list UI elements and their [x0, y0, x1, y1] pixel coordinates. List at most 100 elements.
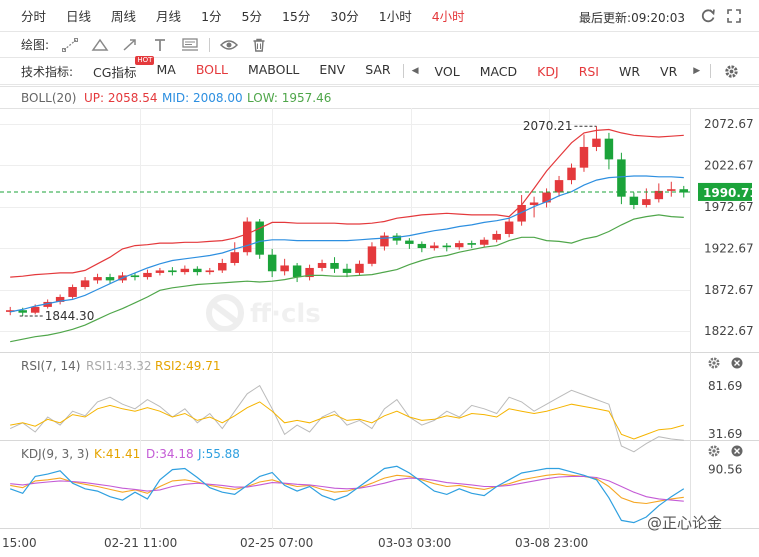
kdj-panel: 90.56	[9, 462, 742, 524]
price-tick-3: 1922.67	[704, 241, 754, 255]
candle-body-26	[330, 262, 339, 269]
kdj-legend-k: K:41.41	[94, 447, 140, 461]
indicator-env[interactable]: ENV	[309, 62, 355, 81]
price-tag-tool-icon[interactable]	[175, 37, 205, 52]
toolbar-divider	[209, 37, 211, 52]
price-axis: 2072.67 2022.67 1972.67 1922.67 1872.67 1822.…	[698, 117, 758, 338]
indicator-divider	[402, 64, 404, 78]
settings-gear-icon[interactable]	[721, 61, 741, 81]
kdj-legend-d: D:34.18	[146, 447, 194, 461]
indicator-vol[interactable]: VOL	[425, 64, 470, 79]
indicator-macd[interactable]: MACD	[470, 64, 527, 79]
fullscreen-icon[interactable]	[724, 6, 744, 26]
kdj-settings-icon[interactable]	[708, 445, 720, 457]
candle-body-37	[467, 243, 476, 245]
tab-timeframe-3[interactable]: 月线	[156, 9, 182, 24]
candle-body-47	[592, 138, 601, 147]
candle-body-1	[18, 310, 27, 313]
last-update-time: 09:20:03	[631, 11, 685, 25]
chart-canvas[interactable]: ff·cls BOLL(20) UP: 2058.54 MID: 2008.00…	[0, 86, 759, 557]
candle-body-36	[455, 243, 464, 248]
candle-body-10	[130, 275, 140, 278]
candle-body-40	[504, 221, 514, 234]
chevron-left-icon[interactable]: ◀	[411, 66, 419, 76]
indicator-rsi[interactable]: RSI	[569, 64, 609, 79]
candle-body-35	[442, 245, 452, 248]
candle-body-46	[579, 146, 589, 168]
candle-body-25	[317, 262, 327, 268]
tab-timeframe-6[interactable]: 15分	[281, 9, 311, 24]
boll-low-line	[10, 214, 684, 343]
indicator-kdj[interactable]: KDJ	[527, 64, 569, 79]
indicator-wr[interactable]: WR	[609, 64, 650, 79]
indicator-maboll[interactable]: MABOLL	[238, 62, 309, 81]
indicator-label-4: ENV	[319, 61, 346, 77]
eye-icon[interactable]	[214, 39, 244, 51]
tab-timeframe-5[interactable]: 5分	[241, 9, 262, 24]
candle-body-49	[617, 159, 626, 197]
candle-body-28	[355, 263, 364, 273]
candle-body-21	[267, 254, 277, 272]
time-tick-1: 02-21 11:00	[104, 536, 177, 550]
chart-grid	[0, 86, 759, 529]
candle-body-38	[479, 239, 489, 245]
text-tool-icon[interactable]	[145, 38, 175, 52]
refresh-icon[interactable]	[698, 6, 718, 26]
candle-body-53	[667, 189, 676, 191]
tab-timeframe-2[interactable]: 周线	[111, 9, 137, 24]
candle-body-33	[417, 243, 427, 249]
candle-body-14	[180, 268, 190, 273]
candle-body-29	[367, 246, 377, 264]
indicator-divider-2	[710, 64, 712, 78]
boll-legend-low: LOW: 1957.46	[247, 91, 331, 105]
price-tick-1: 2022.67	[704, 158, 754, 172]
timeframe-bar: 分时 日线 周线 月线 1分 5分 15分 30分 1小时 4小时 最后更新:09:20:03	[0, 0, 759, 32]
kdj-j-line	[9, 465, 685, 524]
candle-body-12	[155, 270, 165, 273]
price-tick-2: 1972.67	[704, 200, 754, 214]
triangle-tool-icon[interactable]	[85, 38, 115, 52]
tab-timeframe-0[interactable]: 分时	[21, 9, 47, 24]
indicator-label-11: VR	[660, 63, 678, 79]
watermark-logo: ff·cls	[206, 294, 321, 332]
kdj-tick-0: 90.56	[708, 462, 742, 476]
candle-body-5	[68, 287, 77, 297]
trash-icon[interactable]	[244, 38, 274, 52]
indicator-boll[interactable]: BOLL	[186, 62, 238, 81]
indicator-ma[interactable]: MA	[146, 62, 185, 81]
tab-timeframe-1[interactable]: 日线	[66, 9, 92, 24]
timeframe-tabs: 分时 日线 周线 月线 1分 5分 15分 30分 1小时 4小时	[0, 6, 475, 25]
rsi-legend-name: RSI(7, 14)	[21, 359, 80, 373]
time-axis: 15:00 02-21 11:00 02-25 07:00 03-03 03:00 03…	[2, 536, 588, 550]
rsi-close-icon[interactable]	[731, 357, 743, 369]
chevron-right-icon[interactable]: ▶	[693, 66, 701, 76]
rsi-settings-icon[interactable]	[708, 357, 720, 369]
rsi-legend-rsi1: RSI1:43.32	[86, 359, 152, 373]
rsi-panel: 81.69 31.69	[9, 379, 742, 453]
low-label: 1844.30	[45, 309, 95, 323]
tab-timeframe-9[interactable]: 4小时	[431, 9, 465, 24]
kdj-close-icon[interactable]	[731, 445, 743, 457]
arrow-tool-icon[interactable]	[115, 38, 145, 52]
candle-body-22	[280, 265, 289, 272]
tab-timeframe-8[interactable]: 1小时	[378, 9, 412, 24]
candle-body-6	[80, 280, 90, 288]
candle-body-7	[93, 277, 102, 281]
indicator-vr[interactable]: VR	[650, 64, 687, 79]
candle-body-44	[554, 180, 564, 193]
indicator-cg指标[interactable]: CG指标 HOT	[83, 55, 155, 81]
tab-timeframe-7[interactable]: 30分	[330, 9, 359, 24]
candle-body-52	[654, 190, 664, 200]
candle-body-17	[218, 262, 227, 271]
candle-body-42	[529, 202, 539, 205]
line-tool-icon[interactable]	[55, 37, 85, 52]
svg-text:ff·cls: ff·cls	[250, 299, 321, 329]
tab-timeframe-4[interactable]: 1分	[201, 9, 222, 24]
indicator-label-2: BOLL	[195, 61, 228, 77]
indicator-label-3: MABOLL	[247, 61, 300, 77]
high-label: 2070.21	[523, 119, 573, 133]
indicator-label: 技术指标:	[21, 64, 74, 79]
indicator-sar[interactable]: SAR	[355, 62, 400, 81]
price-tick-4: 1872.67	[704, 283, 754, 297]
time-tick-4: 03-08 23:00	[515, 536, 588, 550]
